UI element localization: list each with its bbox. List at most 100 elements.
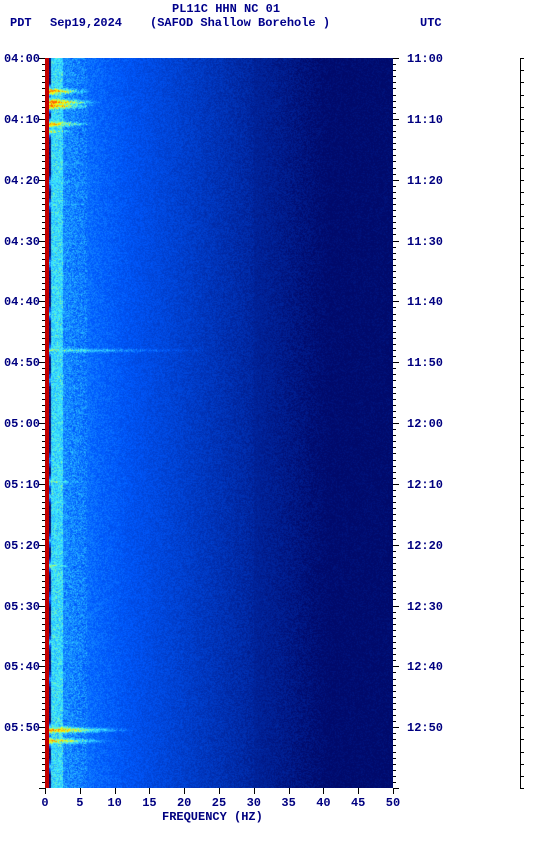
y-right-tick (393, 581, 396, 582)
y-right-tick (393, 137, 396, 138)
y-right-tick (393, 417, 396, 418)
secondary-tick (520, 216, 524, 217)
y-right-tick (393, 222, 396, 223)
timezone-left: PDT (10, 16, 32, 30)
y-right-tick (393, 265, 396, 266)
x-tick (254, 788, 255, 794)
y-right-tick (393, 101, 396, 102)
y-right-tick (393, 338, 396, 339)
y-right-tick (393, 113, 396, 114)
secondary-tick (520, 703, 524, 704)
secondary-tick (520, 143, 524, 144)
secondary-tick (520, 642, 524, 643)
y-right-label: 11:20 (407, 174, 457, 188)
header-date: Sep19,2024 (50, 16, 122, 30)
secondary-tick (520, 764, 524, 765)
y-right-tick (393, 764, 396, 765)
x-label: 35 (277, 796, 301, 810)
y-right-tick (393, 234, 396, 235)
secondary-tick (520, 155, 524, 156)
secondary-tick (520, 314, 524, 315)
x-tick (80, 788, 81, 794)
y-right-tick (393, 539, 396, 540)
y-right-tick (393, 76, 396, 77)
secondary-tick (520, 752, 524, 753)
y-right-tick (393, 739, 396, 740)
secondary-tick (520, 727, 524, 728)
x-label: 40 (311, 796, 335, 810)
secondary-tick (520, 435, 524, 436)
y-right-tick (393, 441, 396, 442)
secondary-tick (520, 204, 524, 205)
y-right-tick (393, 612, 396, 613)
y-right-tick (393, 320, 396, 321)
y-right-tick (393, 484, 399, 485)
y-right-tick (393, 709, 396, 710)
y-right-tick (393, 533, 396, 534)
y-right-tick (393, 326, 396, 327)
y-right-tick (393, 387, 396, 388)
y-right-tick (393, 697, 396, 698)
x-label: 30 (242, 796, 266, 810)
y-right-label: 11:50 (407, 356, 457, 370)
y-right-tick (393, 752, 396, 753)
secondary-tick (520, 265, 524, 266)
y-right-tick (393, 782, 396, 783)
y-right-tick (393, 210, 396, 211)
y-right-tick (393, 660, 396, 661)
y-left-label: 05:50 (0, 721, 40, 735)
y-left-label: 04:40 (0, 295, 40, 309)
x-tick (45, 788, 46, 794)
secondary-tick (520, 58, 524, 59)
y-right-tick (393, 636, 396, 637)
low-freq-edge (45, 58, 49, 788)
y-right-tick (393, 307, 396, 308)
y-right-tick (393, 575, 396, 576)
y-right-tick (393, 630, 396, 631)
secondary-tick (520, 326, 524, 327)
y-right-tick (393, 745, 396, 746)
secondary-tick (520, 241, 524, 242)
secondary-tick (520, 350, 524, 351)
secondary-tick (520, 447, 524, 448)
y-right-label: 11:00 (407, 52, 457, 66)
x-label: 0 (33, 796, 57, 810)
x-label: 45 (346, 796, 370, 810)
y-right-tick (393, 599, 396, 600)
y-left-label: 04:50 (0, 356, 40, 370)
y-right-tick (393, 247, 396, 248)
secondary-tick (520, 374, 524, 375)
y-right-tick (393, 70, 396, 71)
secondary-tick (520, 593, 524, 594)
y-right-tick (393, 460, 396, 461)
secondary-tick (520, 679, 524, 680)
y-right-tick (393, 332, 396, 333)
y-right-tick (393, 271, 396, 272)
y-left-label: 05:10 (0, 478, 40, 492)
secondary-tick (520, 82, 524, 83)
secondary-tick (520, 131, 524, 132)
y-right-tick (393, 551, 396, 552)
secondary-tick (520, 739, 524, 740)
secondary-tick (520, 618, 524, 619)
x-tick (184, 788, 185, 794)
y-left-label: 05:20 (0, 539, 40, 553)
secondary-tick (520, 788, 524, 789)
secondary-tick (520, 411, 524, 412)
y-right-tick (393, 624, 396, 625)
secondary-tick (520, 581, 524, 582)
y-left-label: 05:30 (0, 600, 40, 614)
y-right-tick (393, 350, 396, 351)
secondary-tick (520, 253, 524, 254)
y-right-tick (393, 672, 396, 673)
secondary-tick (520, 399, 524, 400)
secondary-tick (520, 508, 524, 509)
y-right-tick (393, 405, 396, 406)
y-right-tick (393, 283, 396, 284)
y-right-tick (393, 64, 396, 65)
y-right-tick (393, 161, 396, 162)
secondary-tick (520, 776, 524, 777)
y-right-tick (393, 478, 396, 479)
x-tick (149, 788, 150, 794)
secondary-tick (520, 545, 524, 546)
